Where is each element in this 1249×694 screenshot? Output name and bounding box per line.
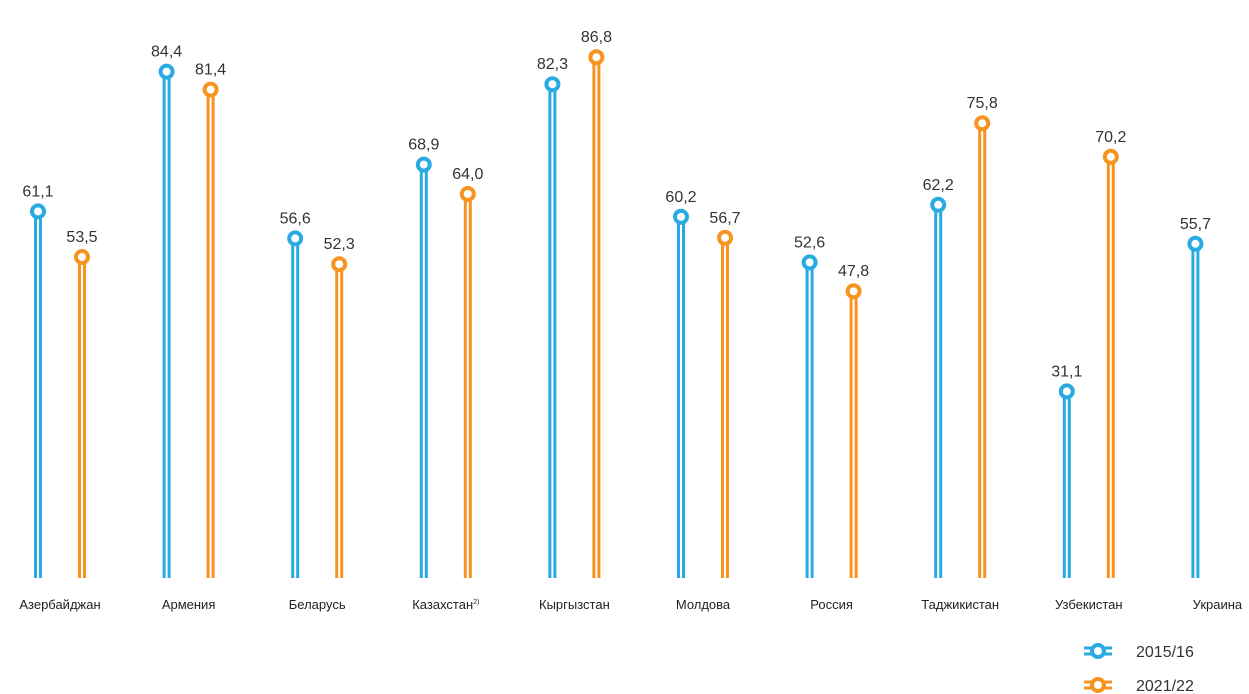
category-label: Азербайджан [19, 597, 100, 612]
bar-b-0 [74, 249, 90, 578]
legend-item-1: 2021/22 [1084, 677, 1194, 694]
value-label: 75,8 [967, 95, 998, 112]
bar-a-8 [1058, 383, 1075, 578]
value-labels-layer: 61,1 53,5 84,4 81,4 56,6 52,3 68,9 64,0 82,3 86,8… [22, 29, 1211, 380]
category-label: Таджикистан [921, 597, 999, 612]
bar-b-1 [202, 81, 219, 578]
legend-item-0: 2015/16 [1084, 643, 1194, 661]
category-label: Россия [810, 597, 853, 612]
bar-marker [974, 115, 991, 132]
bar-marker [459, 186, 476, 202]
bar-a-7 [930, 196, 947, 578]
bar-b-6 [845, 283, 862, 578]
bar-a-0 [30, 203, 46, 578]
category-label: Молдова [676, 597, 731, 612]
bar-a-5 [673, 208, 689, 578]
bar-marker [717, 229, 733, 246]
bar-marker [158, 63, 175, 80]
value-label: 55,7 [1180, 216, 1211, 233]
bar-marker [588, 49, 605, 66]
bar-marker [1187, 235, 1204, 252]
category-label: Кыргызстан [539, 597, 610, 612]
category-label: Узбекистан [1055, 597, 1123, 612]
bar-b-7 [974, 115, 991, 578]
legend-marker [1090, 677, 1106, 693]
bar-b-8 [1102, 148, 1119, 578]
value-label: 52,6 [794, 234, 825, 251]
value-label: 86,8 [581, 29, 612, 46]
legend: 2015/16 2021/22 [1084, 643, 1194, 694]
bar-marker [74, 249, 90, 265]
bar-a-4 [544, 76, 561, 578]
value-label: 64,0 [452, 166, 483, 183]
bar-marker [415, 156, 432, 173]
bar-marker [801, 254, 818, 271]
value-label: 56,7 [709, 210, 740, 227]
value-label: 53,5 [66, 229, 97, 246]
bar-a-3 [415, 156, 432, 578]
legend-label: 2021/22 [1136, 678, 1194, 694]
value-label: 52,3 [324, 236, 355, 253]
bar-a-6 [801, 254, 818, 578]
legend-label: 2015/16 [1136, 644, 1194, 661]
value-label: 81,4 [195, 62, 226, 79]
bar-marker [331, 256, 348, 273]
value-label: 47,8 [838, 263, 869, 280]
bar-marker [845, 283, 862, 300]
bar-marker [30, 203, 46, 220]
bar-a-2 [287, 230, 304, 578]
bar-b-4 [588, 49, 605, 578]
footnote-mark: 2) [473, 599, 479, 606]
value-label: 61,1 [22, 183, 53, 200]
bar-b-5 [717, 229, 733, 578]
value-label: 68,9 [408, 137, 439, 154]
bar-a-1 [158, 63, 175, 578]
bar-marker [930, 196, 947, 213]
category-labels-layer: Азербайджан Армения Беларусь Казахстан2) Кыр… [19, 597, 1243, 612]
bar-a-9 [1187, 235, 1204, 578]
legend-marker [1090, 643, 1106, 659]
bar-marker [287, 230, 304, 247]
value-label: 62,2 [923, 177, 954, 194]
value-label: 31,1 [1051, 363, 1082, 380]
bar-marker [202, 81, 219, 98]
bar-b-2 [331, 256, 348, 578]
value-label: 60,2 [665, 189, 696, 206]
value-label: 56,6 [280, 210, 311, 227]
bar-marker [1058, 383, 1075, 400]
bar-marker [1102, 148, 1119, 165]
category-label: Украина [1193, 597, 1243, 612]
bar-b-3 [459, 186, 476, 578]
category-label: Казахстан2) [412, 597, 479, 612]
category-label: Армения [162, 597, 216, 612]
bar-marker [673, 208, 689, 225]
bars-layer [30, 49, 1204, 578]
value-label: 70,2 [1095, 129, 1126, 146]
value-label: 82,3 [537, 56, 568, 73]
bar-marker [544, 76, 561, 93]
category-label: Беларусь [289, 597, 346, 612]
value-label: 84,4 [151, 44, 182, 61]
